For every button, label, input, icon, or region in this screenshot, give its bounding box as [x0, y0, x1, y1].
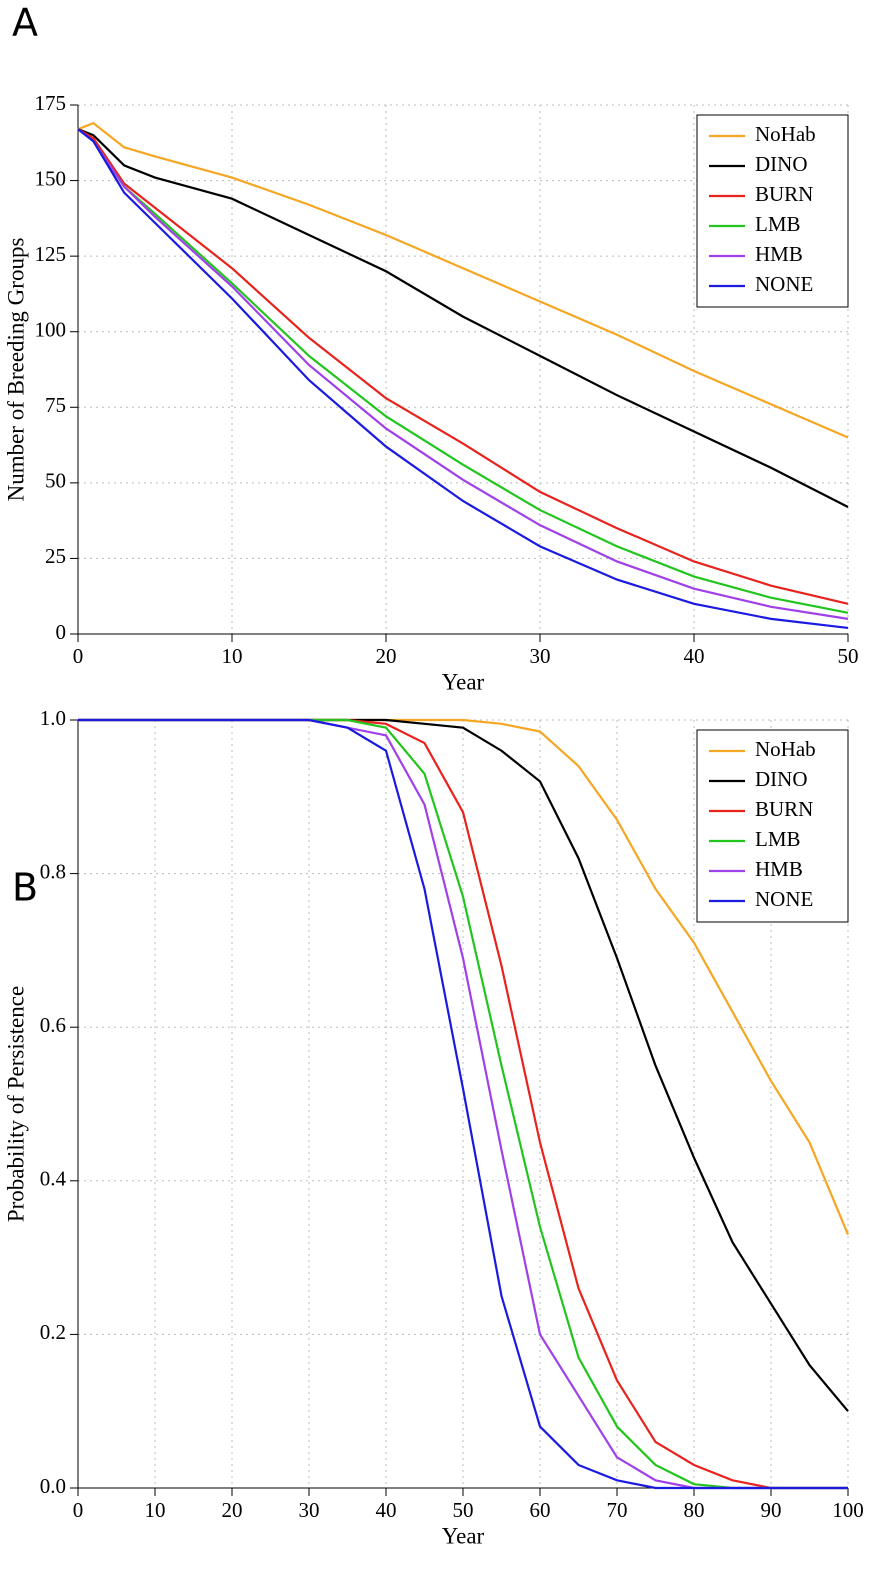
legend-label: NoHab — [755, 122, 816, 146]
y-tick-label: 0.4 — [40, 1167, 67, 1191]
legend-label: NONE — [755, 272, 813, 296]
legend-label: BURN — [755, 182, 813, 206]
x-tick-label: 50 — [838, 644, 859, 668]
x-tick-label: 40 — [684, 644, 705, 668]
x-axis-label: Year — [442, 669, 485, 694]
y-tick-label: 150 — [35, 166, 67, 190]
y-tick-label: 125 — [35, 242, 67, 266]
y-tick-label: 1.0 — [40, 706, 66, 730]
legend-label: LMB — [755, 212, 801, 236]
legend-label: HMB — [755, 242, 803, 266]
legend-label: BURN — [755, 797, 813, 821]
y-tick-label: 0.2 — [40, 1320, 66, 1344]
y-tick-label: 25 — [45, 544, 66, 568]
y-tick-label: 100 — [35, 318, 67, 342]
x-tick-label: 10 — [222, 644, 243, 668]
y-axis-label: Probability of Persistence — [3, 986, 28, 1222]
legend-label: NoHab — [755, 737, 816, 761]
y-tick-label: 0.6 — [40, 1013, 66, 1037]
x-tick-label: 60 — [530, 1498, 551, 1522]
legend-label: DINO — [755, 767, 808, 791]
legend-label: NONE — [755, 887, 813, 911]
x-tick-label: 80 — [684, 1498, 705, 1522]
x-tick-label: 100 — [832, 1498, 864, 1522]
x-axis-label: Year — [442, 1523, 485, 1548]
y-tick-label: 0.0 — [40, 1474, 66, 1498]
y-axis-label: Number of Breeding Groups — [3, 238, 28, 502]
x-tick-label: 10 — [145, 1498, 166, 1522]
legend-label: LMB — [755, 827, 801, 851]
y-tick-label: 175 — [35, 91, 67, 115]
y-tick-label: 0.8 — [40, 859, 66, 883]
x-tick-label: 70 — [607, 1498, 628, 1522]
legend-label: HMB — [755, 857, 803, 881]
x-tick-label: 20 — [222, 1498, 243, 1522]
x-tick-label: 50 — [453, 1498, 474, 1522]
panel-label: A — [12, 1, 38, 45]
x-tick-label: 30 — [530, 644, 551, 668]
x-tick-label: 90 — [761, 1498, 782, 1522]
x-tick-label: 0 — [73, 1498, 84, 1522]
panel-label: B — [12, 866, 38, 910]
y-tick-label: 50 — [45, 469, 66, 493]
y-tick-label: 0 — [56, 620, 67, 644]
x-tick-label: 0 — [73, 644, 84, 668]
x-tick-label: 40 — [376, 1498, 397, 1522]
legend-label: DINO — [755, 152, 808, 176]
x-tick-label: 20 — [376, 644, 397, 668]
x-tick-label: 30 — [299, 1498, 320, 1522]
y-tick-label: 75 — [45, 393, 66, 417]
